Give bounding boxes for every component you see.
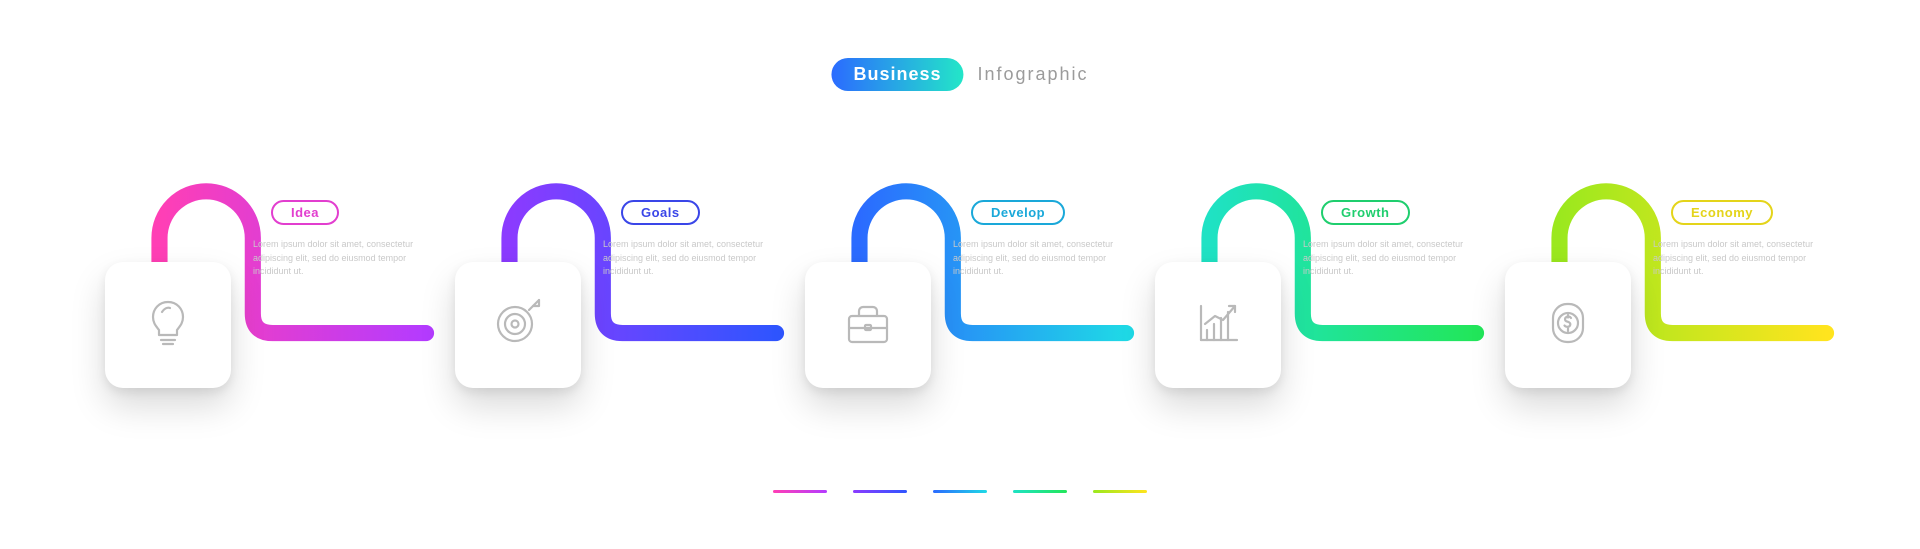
coin-icon — [1539, 294, 1597, 357]
step-description: Lorem ipsum dolor sit amet, consectetur … — [1303, 238, 1475, 279]
step-label: Develop — [971, 200, 1065, 225]
legend-swatch — [1013, 490, 1067, 493]
briefcase-icon — [839, 294, 897, 357]
step-card — [1505, 262, 1631, 388]
step-description: Lorem ipsum dolor sit amet, consectetur … — [1653, 238, 1825, 279]
target-icon — [489, 294, 547, 357]
lightbulb-icon — [139, 294, 197, 357]
step-3: Develop Lorem ipsum dolor sit amet, cons… — [785, 160, 1135, 420]
step-card — [105, 262, 231, 388]
step-5: Economy Lorem ipsum dolor sit amet, cons… — [1485, 160, 1835, 420]
legend-swatch — [773, 490, 827, 493]
title: Business Infographic — [831, 58, 1088, 91]
legend-swatch — [933, 490, 987, 493]
legend-swatch — [1093, 490, 1147, 493]
title-pill: Business — [831, 58, 963, 91]
step-1: Idea Lorem ipsum dolor sit amet, consect… — [85, 160, 435, 420]
step-card — [805, 262, 931, 388]
legend — [773, 490, 1147, 493]
step-2: Goals Lorem ipsum dolor sit amet, consec… — [435, 160, 785, 420]
chart-icon — [1189, 294, 1247, 357]
step-description: Lorem ipsum dolor sit amet, consectetur … — [953, 238, 1125, 279]
step-card — [455, 262, 581, 388]
title-subtext: Infographic — [977, 64, 1088, 85]
step-label: Idea — [271, 200, 339, 225]
legend-swatch — [853, 490, 907, 493]
step-label: Growth — [1321, 200, 1410, 225]
step-label: Goals — [621, 200, 700, 225]
step-4: Growth Lorem ipsum dolor sit amet, conse… — [1135, 160, 1485, 420]
step-label: Economy — [1671, 200, 1773, 225]
steps-row: Idea Lorem ipsum dolor sit amet, consect… — [0, 160, 1920, 420]
step-description: Lorem ipsum dolor sit amet, consectetur … — [253, 238, 425, 279]
step-card — [1155, 262, 1281, 388]
step-description: Lorem ipsum dolor sit amet, consectetur … — [603, 238, 775, 279]
